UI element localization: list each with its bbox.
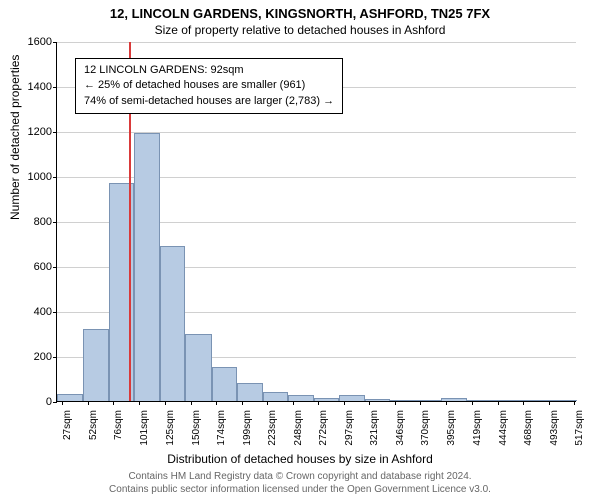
x-tick-label: 517sqm <box>574 410 585 446</box>
info-line3: 74% of semi-detached houses are larger (… <box>84 94 334 109</box>
x-tick-label: 395sqm <box>446 410 457 446</box>
x-tick <box>293 401 294 405</box>
info-line2: ← 25% of detached houses are smaller (96… <box>84 78 334 93</box>
x-tick-label: 125sqm <box>165 410 176 446</box>
x-tick-label: 444sqm <box>498 410 509 446</box>
x-tick <box>139 401 140 405</box>
y-tick <box>53 267 57 268</box>
x-tick-label: 101sqm <box>139 410 150 446</box>
y-tick-label: 200 <box>12 351 52 363</box>
x-tick <box>113 401 114 405</box>
x-tick <box>369 401 370 405</box>
x-tick <box>267 401 268 405</box>
histogram-bar <box>339 395 365 401</box>
x-tick-label: 370sqm <box>420 410 431 446</box>
x-tick-label: 297sqm <box>344 410 355 446</box>
histogram-bar <box>441 398 467 401</box>
histogram-bar <box>288 395 314 401</box>
histogram-bar <box>212 367 237 401</box>
histogram-bar <box>390 400 416 401</box>
x-tick <box>344 401 345 405</box>
histogram-bar <box>492 400 518 401</box>
histogram-bar <box>544 400 570 401</box>
x-tick <box>62 401 63 405</box>
x-tick <box>420 401 421 405</box>
y-tick <box>53 357 57 358</box>
histogram-bar <box>237 383 263 401</box>
title-main: 12, LINCOLN GARDENS, KINGSNORTH, ASHFORD… <box>0 6 600 21</box>
y-tick <box>53 402 57 403</box>
x-tick-label: 223sqm <box>267 410 278 446</box>
y-tick-label: 600 <box>12 261 52 273</box>
histogram-bar <box>57 394 83 401</box>
x-tick-label: 321sqm <box>369 410 380 446</box>
y-tick <box>53 312 57 313</box>
x-tick <box>318 401 319 405</box>
attribution: Contains HM Land Registry data © Crown c… <box>20 470 580 496</box>
x-tick-label: 174sqm <box>216 410 227 446</box>
x-tick-label: 468sqm <box>523 410 534 446</box>
x-tick <box>446 401 447 405</box>
y-tick <box>53 42 57 43</box>
x-tick-label: 272sqm <box>318 410 329 446</box>
x-tick-label: 150sqm <box>191 410 202 446</box>
x-tick <box>523 401 524 405</box>
x-tick <box>216 401 217 405</box>
attribution-line2: Contains public sector information licen… <box>20 483 580 496</box>
x-tick-label: 27sqm <box>62 410 73 440</box>
x-tick-label: 248sqm <box>293 410 304 446</box>
histogram-bar <box>160 246 185 401</box>
histogram-bar <box>134 133 160 401</box>
x-tick <box>395 401 396 405</box>
x-tick <box>498 401 499 405</box>
x-tick <box>574 401 575 405</box>
info-box: 12 LINCOLN GARDENS: 92sqm← 25% of detach… <box>75 58 343 114</box>
y-tick <box>53 87 57 88</box>
histogram-bar <box>83 329 109 401</box>
x-tick-label: 346sqm <box>395 410 406 446</box>
x-tick-label: 419sqm <box>472 410 483 446</box>
x-tick <box>165 401 166 405</box>
histogram-bar <box>263 392 288 401</box>
info-line1: 12 LINCOLN GARDENS: 92sqm <box>84 63 334 78</box>
chart-area: 27sqm52sqm76sqm101sqm125sqm150sqm174sqm1… <box>56 42 576 402</box>
histogram-bar <box>185 334 211 402</box>
y-tick-label: 1200 <box>12 126 52 138</box>
x-tick-label: 493sqm <box>549 410 560 446</box>
title-block: 12, LINCOLN GARDENS, KINGSNORTH, ASHFORD… <box>0 0 600 37</box>
y-tick <box>53 222 57 223</box>
x-tick-label: 199sqm <box>242 410 253 446</box>
y-tick-label: 1000 <box>12 171 52 183</box>
attribution-line1: Contains HM Land Registry data © Crown c… <box>20 470 580 483</box>
x-tick <box>88 401 89 405</box>
x-tick <box>191 401 192 405</box>
y-tick <box>53 177 57 178</box>
x-axis-label: Distribution of detached houses by size … <box>0 452 600 466</box>
y-tick-label: 0 <box>12 396 52 408</box>
x-tick <box>242 401 243 405</box>
x-tick-label: 52sqm <box>88 410 99 440</box>
y-tick-label: 1400 <box>12 81 52 93</box>
y-tick <box>53 132 57 133</box>
x-tick-label: 76sqm <box>113 410 124 440</box>
y-tick-label: 800 <box>12 216 52 228</box>
x-tick <box>472 401 473 405</box>
y-tick-label: 400 <box>12 306 52 318</box>
title-sub: Size of property relative to detached ho… <box>0 23 600 37</box>
y-gridline <box>57 42 576 43</box>
y-tick-label: 1600 <box>12 36 52 48</box>
x-tick <box>549 401 550 405</box>
